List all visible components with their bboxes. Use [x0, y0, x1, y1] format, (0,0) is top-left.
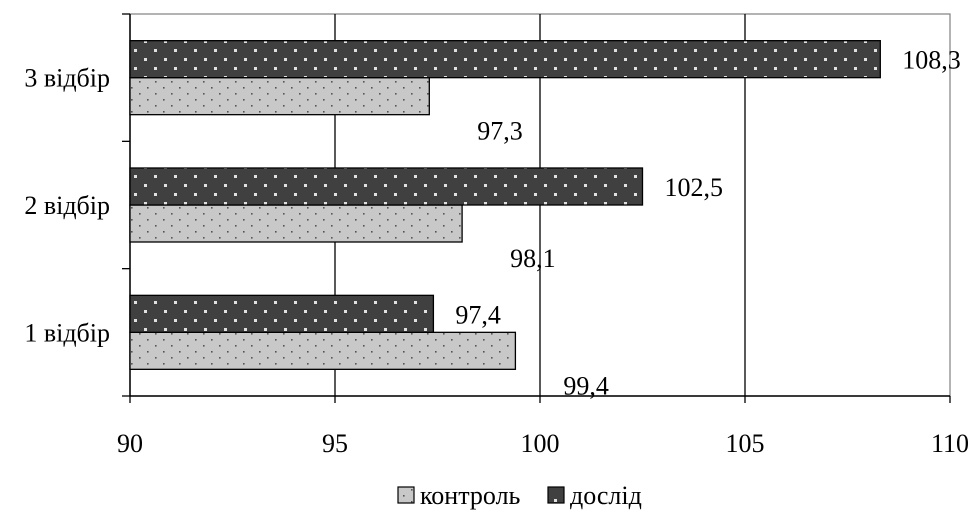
- x-tick-label: 105: [726, 429, 765, 458]
- bar: [129, 77, 430, 116]
- bar: [129, 294, 435, 333]
- legend-swatch: [547, 486, 565, 504]
- bar: [129, 167, 644, 206]
- bar: [129, 40, 881, 79]
- x-tick-label: 95: [322, 429, 348, 458]
- legend-swatch: [397, 486, 415, 504]
- data-label: 102,5: [665, 173, 724, 202]
- legend: контроль дослід: [397, 481, 642, 510]
- plot-area: 90 95 100 105 110 1 відбір 99,4 97,4 2 відбір 98,…: [24, 13, 969, 458]
- x-tick-label: 90: [117, 429, 143, 458]
- category-label: 1 відбір: [24, 318, 110, 347]
- x-tick-label: 100: [521, 429, 560, 458]
- legend-label: контроль: [420, 481, 521, 510]
- legend-label: дослід: [570, 481, 642, 510]
- bar: [129, 331, 517, 370]
- x-tick-label: 110: [931, 429, 969, 458]
- data-label: 108,3: [902, 46, 961, 75]
- category-label: 2 відбір: [24, 191, 110, 220]
- data-label: 97,4: [455, 300, 501, 329]
- data-label: 99,4: [563, 371, 609, 400]
- data-label: 97,3: [477, 117, 523, 146]
- data-label: 98,1: [510, 244, 555, 273]
- category-label: 3 відбір: [24, 64, 110, 93]
- bar: [129, 204, 463, 243]
